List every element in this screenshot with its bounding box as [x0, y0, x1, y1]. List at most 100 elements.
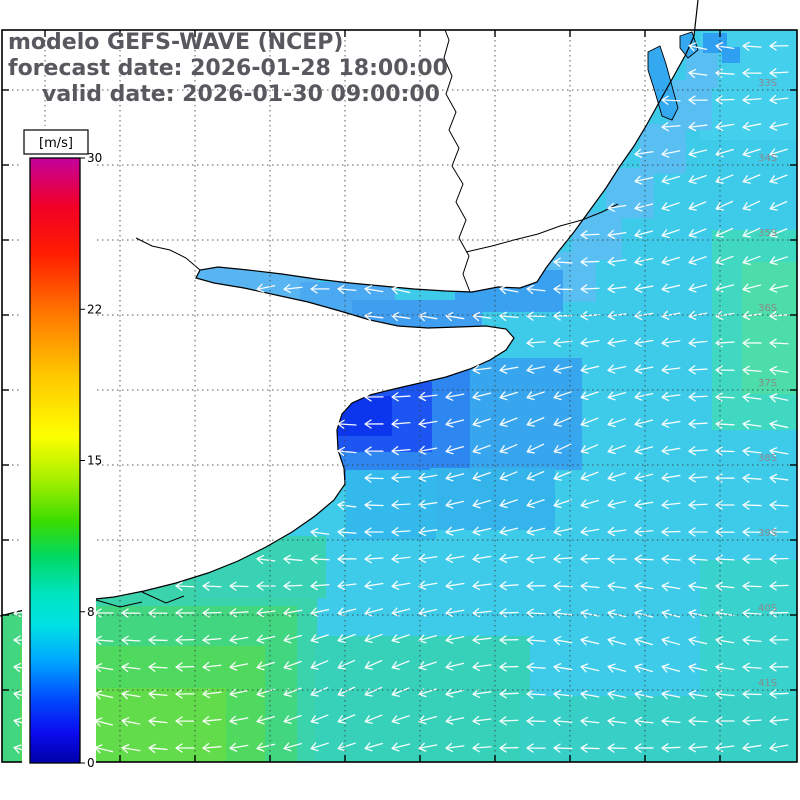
wind-arrow — [364, 500, 384, 510]
wind-arrow — [445, 715, 465, 725]
wind-arrow — [607, 364, 627, 374]
wind-arrow — [364, 473, 384, 483]
wind-arrow — [769, 148, 788, 158]
wind-arrow — [661, 418, 681, 428]
wind-arrow — [445, 526, 465, 536]
colorbar-tick-label: 15 — [87, 454, 102, 468]
wind-arrow — [256, 581, 276, 591]
wind-arrow — [526, 443, 545, 454]
wind-arrow — [688, 636, 708, 646]
wind-arrow — [472, 418, 491, 428]
wind-arrow — [607, 690, 627, 700]
latitude-label: 33S — [758, 78, 777, 89]
wind-arrow — [742, 255, 761, 266]
wind-arrow — [553, 499, 572, 509]
wind-arrow — [175, 581, 195, 591]
wind-arrow — [661, 175, 680, 185]
colorbar-unit-label: [m/s] — [39, 136, 73, 151]
wind-arrow — [634, 337, 654, 347]
wind-arrow — [499, 553, 519, 564]
wind-arrow — [526, 526, 546, 536]
wind-arrow — [769, 338, 789, 348]
river-line — [95, 599, 143, 608]
colorbar-gradient-bar — [29, 157, 81, 764]
wind-arrow — [580, 526, 600, 536]
wind-arrow — [688, 201, 707, 211]
wind-arrow — [499, 285, 519, 295]
wind-arrow — [769, 473, 789, 484]
wind-arrow — [715, 581, 735, 592]
wind-arrow — [580, 417, 599, 427]
wind-arrow — [121, 662, 141, 673]
wind-arrow — [634, 256, 654, 266]
wind-arrow — [310, 714, 329, 724]
wind-arrow — [148, 635, 168, 645]
wind-arrow — [742, 95, 762, 105]
wind-arrow — [634, 690, 654, 700]
wind-arrow — [499, 391, 518, 401]
wind-arrow — [553, 608, 573, 619]
wind-arrow — [661, 690, 681, 700]
wind-arrow — [499, 716, 519, 726]
wind-arrow — [661, 283, 681, 293]
wind-arrow — [634, 391, 654, 401]
wind-arrow — [634, 554, 654, 564]
wind-arrow — [229, 634, 249, 644]
wind-arrow — [688, 716, 708, 726]
wind-arrow — [391, 742, 411, 752]
wind-arrow — [715, 338, 735, 348]
latitude-label: 39S — [758, 528, 777, 539]
wind-arrow — [661, 229, 680, 239]
wind-arrow — [580, 311, 600, 321]
wind-speed-cell — [703, 33, 727, 53]
wind-arrow — [364, 527, 384, 537]
wind-arrow — [580, 663, 600, 673]
wind-arrow — [175, 608, 195, 618]
wind-arrow — [661, 636, 681, 646]
wind-arrow — [661, 445, 681, 455]
wind-arrow — [634, 445, 654, 455]
wind-arrow — [607, 310, 627, 321]
wind-arrow — [391, 580, 411, 590]
wind-arrow — [580, 391, 599, 401]
wind-arrow — [580, 499, 599, 509]
wind-arrow — [661, 95, 681, 105]
wind-arrow — [553, 636, 573, 646]
wind-arrow — [499, 662, 519, 672]
wind-arrow — [688, 690, 708, 700]
wind-arrow — [310, 660, 329, 670]
wind-arrow — [553, 581, 573, 591]
wind-arrow — [499, 499, 518, 509]
wind-arrow — [661, 122, 681, 132]
wind-arrow — [742, 662, 762, 672]
wind-arrow — [688, 446, 708, 456]
wind-arrow — [688, 42, 708, 52]
wind-arrow — [472, 715, 492, 726]
wind-arrow — [607, 283, 627, 294]
wind-arrow — [283, 554, 303, 564]
wind-arrow — [661, 256, 680, 266]
wind-arrow — [634, 582, 654, 592]
wind-arrow — [634, 310, 654, 320]
wind-arrow — [634, 175, 654, 185]
wind-arrow — [688, 365, 708, 375]
wind-arrow — [337, 742, 356, 752]
forecast-date: forecast date: 2026-01-28 18:00:00 — [8, 56, 448, 81]
wind-arrow — [391, 660, 410, 670]
wind-arrow — [634, 472, 654, 482]
wind-arrow — [661, 743, 681, 753]
wind-arrow — [661, 716, 681, 726]
wind-arrow — [202, 608, 222, 618]
wind-arrow — [553, 364, 573, 374]
wind-arrow — [634, 499, 654, 509]
wind-arrow — [580, 337, 600, 348]
river-line — [465, 203, 619, 253]
wind-arrow — [337, 633, 356, 644]
wind-arrow — [391, 392, 411, 402]
wind-arrow — [742, 41, 762, 51]
wind-arrow — [688, 256, 707, 266]
wind-arrow — [688, 581, 708, 592]
wind-arrow — [553, 257, 573, 267]
